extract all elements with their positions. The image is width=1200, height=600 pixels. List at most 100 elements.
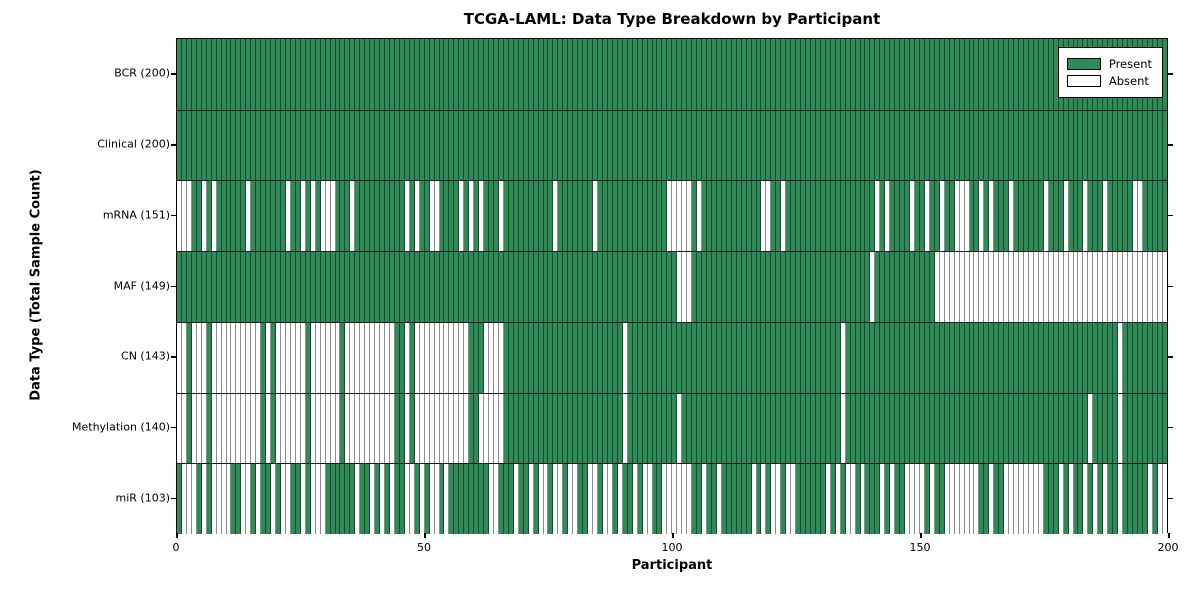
cell xyxy=(439,110,445,181)
cell xyxy=(672,39,678,110)
cell xyxy=(573,39,579,110)
cell xyxy=(741,181,747,252)
cell xyxy=(236,39,242,110)
cell xyxy=(191,39,197,110)
cell xyxy=(825,39,831,110)
cell xyxy=(588,464,594,534)
cell xyxy=(934,39,940,110)
cell xyxy=(256,39,262,110)
cell xyxy=(464,181,470,252)
cell xyxy=(181,39,187,110)
cell xyxy=(1038,322,1044,393)
cell xyxy=(860,252,866,322)
cell xyxy=(855,322,861,393)
cell xyxy=(682,110,688,181)
y-tick-label-BCR: BCR (200) xyxy=(114,66,170,80)
cell xyxy=(692,39,698,110)
y-tick-mark-right xyxy=(1168,73,1173,75)
cell xyxy=(830,322,836,393)
cell xyxy=(706,39,712,110)
cell xyxy=(632,393,638,464)
cell xyxy=(939,181,945,252)
cell xyxy=(845,252,851,322)
cell xyxy=(201,110,207,181)
cell xyxy=(989,322,995,393)
cell xyxy=(632,322,638,393)
cell xyxy=(474,181,480,252)
cell xyxy=(340,322,346,393)
cell xyxy=(875,322,881,393)
cell xyxy=(469,39,475,110)
cell xyxy=(652,39,658,110)
cell xyxy=(568,252,574,322)
cell xyxy=(1128,393,1133,464)
cell xyxy=(206,393,212,464)
x-tick-mark xyxy=(672,533,674,538)
cell xyxy=(1137,181,1143,252)
cell xyxy=(989,181,995,252)
cell xyxy=(449,464,455,534)
cell xyxy=(320,39,326,110)
cell xyxy=(880,464,886,534)
cell xyxy=(271,252,277,322)
cell xyxy=(632,464,638,534)
cell xyxy=(494,39,499,110)
heatmap-row-Methylation xyxy=(177,392,1167,464)
cell xyxy=(815,393,821,464)
cell xyxy=(637,110,643,181)
cell xyxy=(281,110,286,181)
cell xyxy=(543,110,549,181)
cell xyxy=(583,39,589,110)
cell xyxy=(191,252,197,322)
cell xyxy=(1123,181,1128,252)
cell xyxy=(558,464,564,534)
cell xyxy=(632,39,638,110)
cell xyxy=(706,252,712,322)
legend-label-absent: Absent xyxy=(1108,74,1149,88)
cell xyxy=(454,181,460,252)
cell xyxy=(662,322,668,393)
cell xyxy=(702,110,707,181)
cell xyxy=(300,393,306,464)
cell xyxy=(503,393,509,464)
cell xyxy=(370,181,376,252)
cell xyxy=(667,39,673,110)
cell xyxy=(503,110,509,181)
cell xyxy=(726,252,732,322)
cell xyxy=(404,110,410,181)
cell xyxy=(796,181,802,252)
cell xyxy=(206,39,212,110)
cell xyxy=(196,464,202,534)
cell xyxy=(186,322,192,393)
cell xyxy=(761,464,767,534)
cell xyxy=(508,39,514,110)
cell xyxy=(850,322,856,393)
cell xyxy=(251,39,257,110)
cell xyxy=(419,252,425,322)
cell xyxy=(305,322,311,393)
cell xyxy=(781,252,787,322)
cell xyxy=(201,39,207,110)
cell xyxy=(300,181,306,252)
cell xyxy=(880,181,886,252)
cell xyxy=(1088,322,1094,393)
cell xyxy=(494,393,499,464)
cell xyxy=(246,110,252,181)
cell xyxy=(850,464,856,534)
cell xyxy=(617,393,623,464)
cell xyxy=(399,110,405,181)
cell xyxy=(934,110,940,181)
cell xyxy=(811,464,816,534)
cell xyxy=(934,464,940,534)
cell xyxy=(974,252,980,322)
cell xyxy=(702,181,707,252)
cell xyxy=(484,181,490,252)
cell xyxy=(1162,252,1167,322)
cell xyxy=(726,110,732,181)
cell xyxy=(840,322,846,393)
cell xyxy=(360,39,366,110)
cell xyxy=(191,110,197,181)
cell xyxy=(236,252,242,322)
cell xyxy=(756,464,762,534)
cell xyxy=(1068,252,1074,322)
